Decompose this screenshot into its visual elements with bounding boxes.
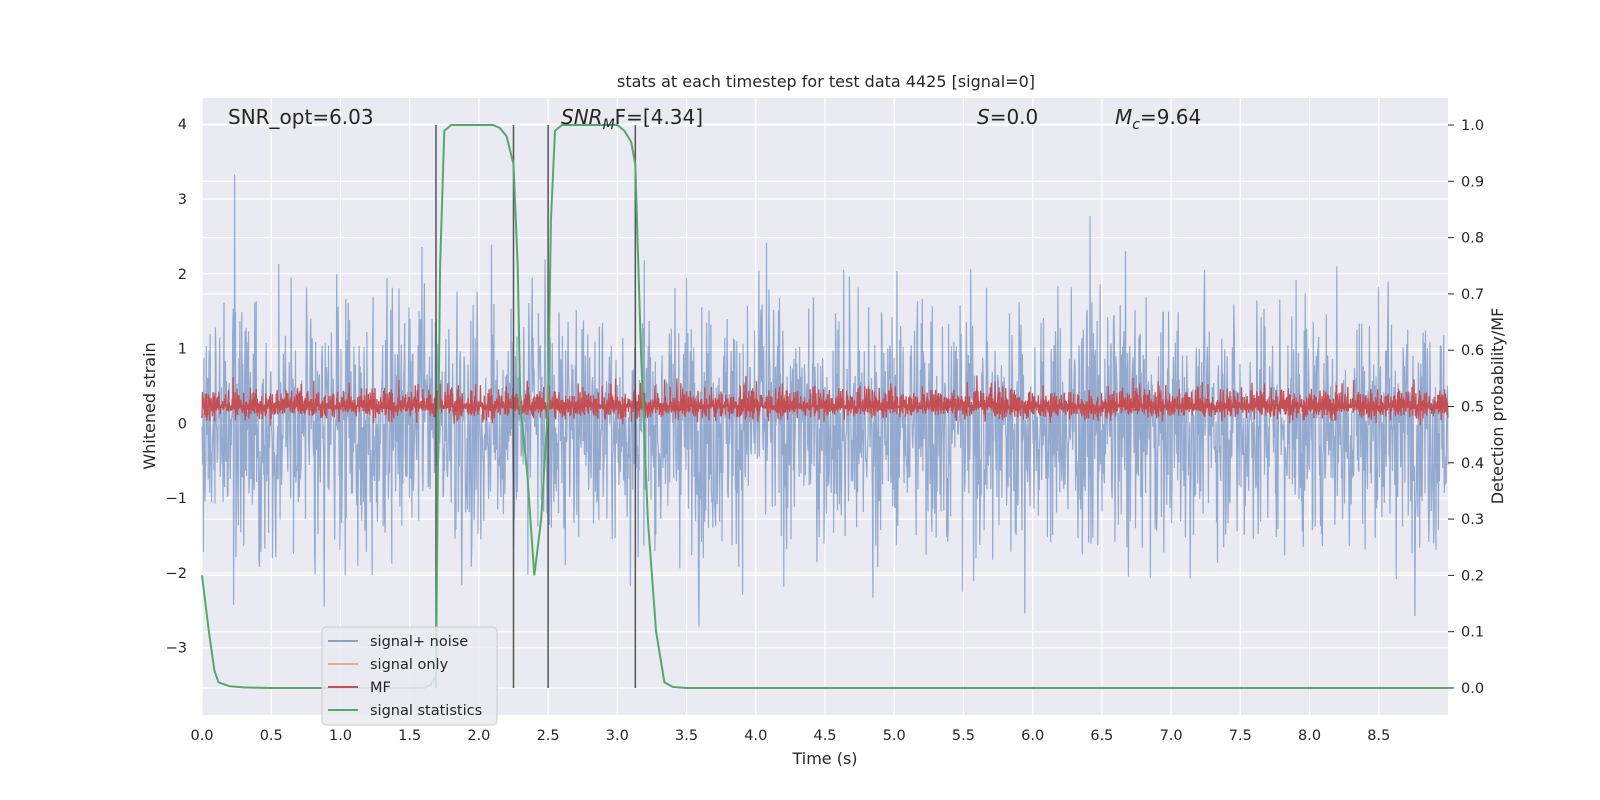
x-tick-label: 0.0 [190, 728, 213, 744]
signal-noise-trace [201, 174, 1449, 627]
y-tick-label: 3 [178, 192, 187, 208]
y-right-tick-label: 0.3 [1461, 512, 1484, 528]
chart-title: stats at each timestep for test data 442… [617, 72, 1035, 91]
y-right-tick-label: 0.5 [1461, 400, 1484, 416]
y-right-tick-label: 0.8 [1461, 231, 1484, 247]
x-tick-label: 2.0 [467, 728, 490, 744]
legend: signal+ noise signal only MF signal stat… [321, 626, 498, 726]
y-axis-label-left: Whitened strain [140, 342, 159, 469]
x-tick-label: 7.5 [1229, 728, 1252, 744]
legend-item-signal-only: signal only [328, 657, 449, 673]
legend-box [321, 626, 498, 726]
series-signal-noise [201, 174, 1449, 627]
annotation-mc-sub: c [1132, 117, 1140, 133]
x-axis-ticks: 0.0 0.5 1.0 1.5 2.0 2.5 3.0 3.5 4.0 4.5 5.0 5.5 6.0 6… [190, 728, 1390, 744]
legend-item-signal-statistics: signal statistics [328, 703, 482, 719]
annotation-snr-opt: SNR_opt=6.03 [228, 105, 374, 129]
x-tick-label: 3.5 [675, 728, 698, 744]
annotation-snr-mf-sub: M [603, 117, 615, 133]
annotation-mc-prefix: M [1115, 105, 1132, 129]
y-axis-ticks-left: −3 −2 −1 0 1 2 3 4 [166, 117, 187, 657]
y-tick-label: −1 [166, 491, 187, 507]
annotation-mc-suffix: =9.64 [1140, 105, 1201, 129]
y-tick-label: 1 [178, 342, 187, 358]
x-tick-label: 5.0 [883, 728, 906, 744]
annotation-snr-mf: SNRMF=[4.34] [561, 105, 703, 133]
y-right-tick-label: 0.1 [1461, 625, 1484, 641]
x-axis-label: Time (s) [791, 749, 857, 768]
y-axis-ticks-right: 0.0 0.1 0.2 0.3 0.4 0.5 0.6 0.7 0.8 0.9 1.0 [1448, 118, 1484, 697]
x-tick-label: 8.0 [1298, 728, 1321, 744]
y-right-tick-label: 0.7 [1461, 287, 1484, 303]
y-right-tick-label: 0.2 [1461, 568, 1484, 584]
legend-item-mf: MF [328, 680, 391, 696]
annotation-mc: Mc=9.64 [1115, 105, 1201, 133]
legend-label-mf: MF [370, 680, 391, 696]
legend-label-signal-noise: signal+ noise [370, 634, 468, 650]
x-tick-label: 4.5 [813, 728, 836, 744]
y-right-tick-label: 0.4 [1461, 456, 1484, 472]
legend-label-signal-statistics: signal statistics [370, 703, 482, 719]
x-tick-label: 3.0 [606, 728, 629, 744]
annotation-s: S=0.0 [977, 105, 1038, 129]
legend-label-signal-only: signal only [370, 657, 449, 673]
annotation-s-suffix: =0.0 [990, 105, 1039, 129]
x-tick-label: 8.5 [1367, 728, 1390, 744]
y-right-tick-label: 1.0 [1461, 118, 1484, 134]
y-right-tick-label: 0.0 [1461, 681, 1484, 697]
y-tick-label: 2 [178, 267, 187, 283]
annotation-s-prefix: S [977, 105, 990, 129]
series-mf [201, 375, 1449, 426]
x-tick-label: 5.5 [952, 728, 975, 744]
x-tick-label: 1.0 [329, 728, 352, 744]
x-tick-label: 6.0 [1021, 728, 1044, 744]
y-tick-label: 4 [178, 117, 187, 133]
annotation-snr-mf-prefix: SNR [561, 105, 603, 129]
x-tick-label: 2.5 [537, 728, 560, 744]
legend-item-signal-noise: signal+ noise [328, 634, 468, 650]
x-tick-label: 4.0 [744, 728, 767, 744]
x-tick-label: 6.5 [1090, 728, 1113, 744]
y-axis-label-right: Detection probability/MF [1488, 308, 1507, 505]
x-tick-label: 1.5 [398, 728, 421, 744]
x-tick-label: 0.5 [260, 728, 283, 744]
mf-trace [201, 375, 1449, 426]
x-tick-label: 7.0 [1160, 728, 1183, 744]
y-tick-label: −2 [166, 566, 187, 582]
y-right-tick-label: 0.9 [1461, 174, 1484, 190]
y-right-tick-label: 0.6 [1461, 343, 1484, 359]
y-tick-label: 0 [178, 416, 187, 432]
y-tick-label: −3 [166, 641, 187, 657]
annotation-snr-mf-suffix: F=[4.34] [615, 105, 703, 129]
